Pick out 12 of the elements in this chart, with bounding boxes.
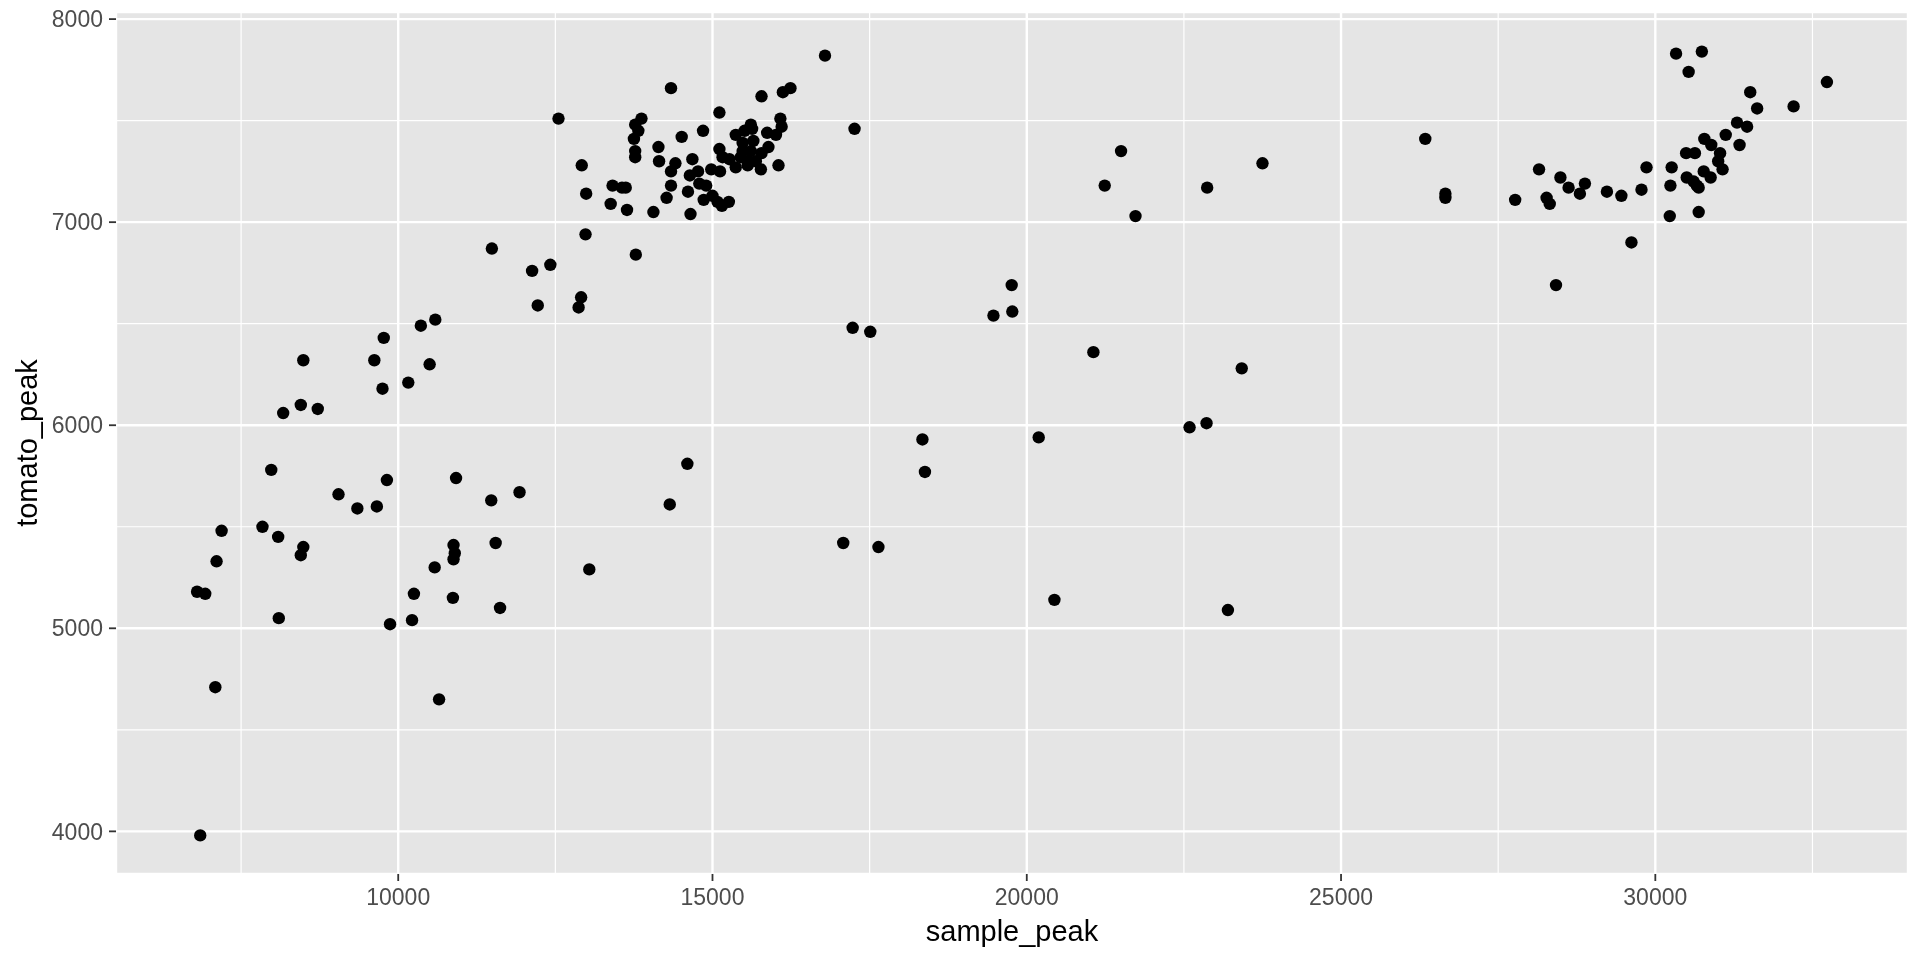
y-tick-label: 8000 — [51, 6, 103, 33]
y-tick-label: 4000 — [51, 818, 103, 845]
y-tick-label: 5000 — [51, 615, 103, 642]
x-tick-label: 25000 — [1309, 884, 1374, 911]
x-tick-label: 15000 — [680, 884, 745, 911]
x-tick-label: 10000 — [366, 884, 431, 911]
x-axis-title: sample_peak — [924, 914, 1100, 948]
x-tick-label: 30000 — [1623, 884, 1688, 911]
y-axis-title: tomato_peak — [10, 359, 44, 527]
y-tick-label: 6000 — [51, 412, 103, 439]
y-tick-label: 7000 — [51, 209, 103, 236]
x-tick-label: 20000 — [994, 884, 1059, 911]
